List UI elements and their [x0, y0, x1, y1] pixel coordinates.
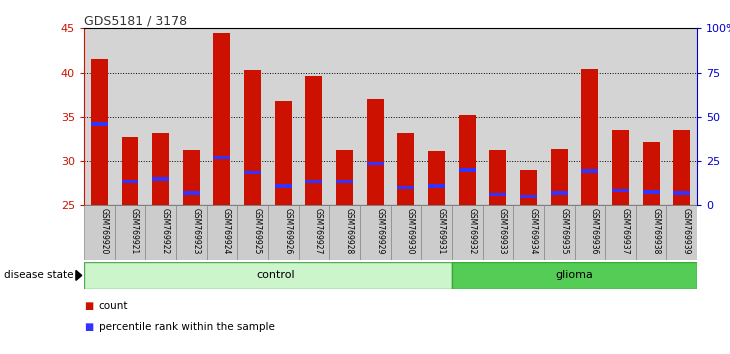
Bar [397, 133, 415, 205]
Bar [244, 171, 261, 175]
Polygon shape [76, 270, 82, 280]
Text: ■: ■ [84, 301, 93, 311]
Bar [121, 180, 139, 183]
Bar [299, 205, 329, 260]
Text: GSM769935: GSM769935 [559, 208, 568, 255]
Bar [421, 205, 452, 260]
Bar [336, 180, 353, 183]
Text: GSM769938: GSM769938 [651, 208, 660, 255]
Text: GSM769925: GSM769925 [253, 208, 261, 255]
Bar [84, 205, 115, 260]
Bar [666, 205, 697, 260]
Bar [581, 69, 599, 205]
Bar [244, 70, 261, 205]
Text: GSM769931: GSM769931 [437, 208, 445, 255]
Bar [575, 205, 605, 260]
Bar [329, 205, 360, 260]
Bar [550, 149, 568, 205]
Bar [366, 99, 384, 205]
Bar [268, 205, 299, 260]
Text: count: count [99, 301, 128, 311]
Bar [91, 59, 108, 205]
Bar [182, 191, 200, 195]
Bar [452, 205, 483, 260]
Bar [237, 205, 268, 260]
Bar [305, 180, 323, 183]
Bar [274, 184, 292, 188]
Bar [391, 205, 421, 260]
Text: control: control [256, 270, 295, 280]
Text: GSM769921: GSM769921 [130, 208, 139, 254]
Bar [115, 205, 145, 260]
Bar [305, 76, 323, 205]
Bar [397, 186, 415, 189]
Text: GSM769932: GSM769932 [467, 208, 476, 255]
Bar [428, 184, 445, 188]
Bar [121, 137, 139, 205]
Bar [673, 130, 691, 205]
Bar [605, 205, 636, 260]
Bar [84, 262, 452, 289]
Bar [513, 205, 544, 260]
Bar [483, 205, 513, 260]
Bar [489, 193, 507, 196]
Text: GSM769927: GSM769927 [314, 208, 323, 255]
Text: disease state: disease state [4, 270, 73, 280]
Bar [489, 150, 507, 205]
Text: GSM769939: GSM769939 [682, 208, 691, 255]
Bar [91, 122, 108, 126]
Bar [274, 101, 292, 205]
Bar [673, 191, 691, 195]
Bar [612, 130, 629, 205]
Bar [544, 205, 575, 260]
Bar [336, 149, 353, 205]
Bar [642, 190, 660, 194]
Text: GSM769924: GSM769924 [222, 208, 231, 255]
Bar [636, 205, 666, 260]
Text: GSM769936: GSM769936 [590, 208, 599, 255]
Bar [428, 152, 445, 205]
Bar [642, 142, 660, 205]
Bar [581, 169, 599, 173]
Bar [207, 205, 237, 260]
Text: ■: ■ [84, 322, 93, 332]
Text: GSM769934: GSM769934 [529, 208, 537, 255]
Bar [452, 262, 697, 289]
Bar [366, 162, 384, 166]
Bar [182, 149, 200, 205]
Text: GSM769929: GSM769929 [375, 208, 384, 255]
Bar [152, 133, 169, 205]
Text: percentile rank within the sample: percentile rank within the sample [99, 322, 274, 332]
Text: glioma: glioma [556, 270, 593, 280]
Bar [458, 168, 476, 172]
Bar [550, 191, 568, 195]
Bar [213, 156, 231, 159]
Bar [458, 115, 476, 205]
Bar [360, 205, 391, 260]
Bar [520, 170, 537, 205]
Text: GSM769922: GSM769922 [161, 208, 169, 254]
Text: GSM769926: GSM769926 [283, 208, 292, 255]
Bar [520, 195, 537, 198]
Text: GSM769933: GSM769933 [498, 208, 507, 255]
Text: GSM769928: GSM769928 [345, 208, 353, 254]
Text: GSM769923: GSM769923 [191, 208, 200, 255]
Text: GDS5181 / 3178: GDS5181 / 3178 [84, 14, 187, 27]
Text: GSM769930: GSM769930 [406, 208, 415, 255]
Bar [176, 205, 207, 260]
Bar [152, 177, 169, 181]
Text: GSM769937: GSM769937 [620, 208, 629, 255]
Bar [145, 205, 176, 260]
Bar [213, 33, 231, 205]
Bar [612, 188, 629, 192]
Text: GSM769920: GSM769920 [99, 208, 108, 255]
